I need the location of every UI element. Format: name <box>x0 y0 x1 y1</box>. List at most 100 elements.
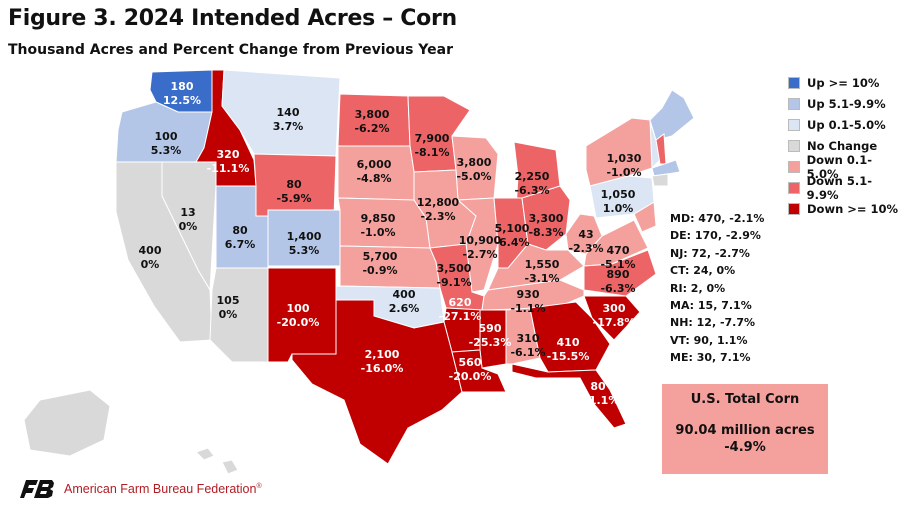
state-tx <box>291 299 463 465</box>
state-change-label: -1.0% <box>360 226 395 239</box>
state-change-label: -27.1% <box>439 310 482 323</box>
state-acres-label: 1,030 <box>607 152 642 165</box>
legend-item: Up >= 10% <box>788 72 900 93</box>
legend-label: Up >= 10% <box>807 75 880 90</box>
map-subtitle: Thousand Acres and Percent Change from P… <box>8 42 453 58</box>
state-change-label: -6.2% <box>354 122 389 135</box>
legend: Up >= 10% Up 5.1-9.9% Up 0.1-5.0% No Change… <box>788 72 900 219</box>
state-change-label: 12.5% <box>163 94 201 107</box>
state-change-label: -11.1% <box>207 162 250 175</box>
small-state-entry: DE: 170, -2.9% <box>670 229 761 243</box>
legend-label: Down 0.1-5.0% <box>806 152 872 181</box>
small-state-entry: NJ: 72, -2.7% <box>670 246 750 260</box>
legend-swatch <box>788 118 800 131</box>
state-change-label: -2.7% <box>462 248 497 261</box>
state-change-label: -4.8% <box>356 172 391 185</box>
state-change-label: -3.1% <box>524 272 559 285</box>
state-change-label: 5.3% <box>289 244 320 257</box>
state-change-label: -6.3% <box>600 282 635 295</box>
state-acres-label: 620 <box>449 296 472 309</box>
state-acres-label: 3,500 <box>437 262 472 275</box>
state-acres-label: 3,300 <box>529 212 564 225</box>
state-change-label: 6.7% <box>225 238 256 251</box>
state-acres-label: 13 <box>180 206 195 219</box>
state-acres-label: 80 <box>286 178 302 191</box>
state-la <box>451 349 507 393</box>
small-state-entry: NH: 12, -7.7% <box>670 316 756 330</box>
small-states-list: MD: 470, -2.1% DE: 170, -2.9% NJ: 72, -2.7… <box>670 210 764 367</box>
alaska-shape <box>23 389 111 457</box>
state-acres-label: 1,400 <box>287 230 322 243</box>
legend-label: Up 5.1-9.9% <box>807 96 886 111</box>
state-change-label: -2.3% <box>420 210 455 223</box>
state-change-label: -17.8% <box>593 316 636 329</box>
state-change-label: 1.0% <box>603 202 634 215</box>
state-acres-label: 5,100 <box>495 222 530 235</box>
legend-item: Down >= 10% <box>788 198 900 219</box>
state-al <box>505 307 541 365</box>
state-acres-label: 410 <box>557 336 580 349</box>
state-change-label: -1.0% <box>606 166 641 179</box>
state-acres-label: 470 <box>607 244 630 257</box>
legend-label: Up 0.1-5.0% <box>807 117 886 132</box>
state-acres-label: 930 <box>517 288 540 301</box>
state-change-label: 3.7% <box>273 120 304 133</box>
state-acres-label: 1,550 <box>525 258 560 271</box>
state-acres-label: 105 <box>217 294 240 307</box>
state-change-label: -8.1% <box>414 146 449 159</box>
state-acres-label: 560 <box>459 356 482 369</box>
state-change-label: 0% <box>179 220 198 233</box>
state-acres-label: 100 <box>287 302 310 315</box>
us-total-value: 90.04 million acres <box>675 423 815 438</box>
state-acres-label: 9,850 <box>361 212 396 225</box>
state-acres-label: 5,700 <box>363 250 398 263</box>
state-change-label: -5.0% <box>456 170 491 183</box>
state-change-label: -5.1% <box>600 258 635 271</box>
us-total-title: U.S. Total Corn <box>690 392 800 407</box>
footer-org-name: American Farm Bureau Federation® <box>64 482 262 496</box>
state-acres-label: 890 <box>607 268 630 281</box>
hawaii-shape <box>195 447 215 461</box>
legend-label: Down >= 10% <box>807 201 899 216</box>
afbf-logo-icon <box>20 480 54 498</box>
state-change-label: 5.3% <box>151 144 182 157</box>
legend-swatch <box>788 97 800 110</box>
state-acres-label: 3,800 <box>355 108 390 121</box>
state-change-label: -25.3% <box>469 336 512 349</box>
state-acres-label: 80 <box>232 224 248 237</box>
state-acres-label: 7,900 <box>415 132 450 145</box>
state-change-label: 0% <box>141 258 160 271</box>
state-change-label: 0% <box>219 308 238 321</box>
state-acres-label: 140 <box>277 106 300 119</box>
legend-swatch <box>788 76 800 89</box>
state-acres-label: 310 <box>517 332 540 345</box>
legend-swatch <box>788 181 800 194</box>
state-acres-label: 2,250 <box>515 170 550 183</box>
state-change-label: -6.4% <box>494 236 529 249</box>
legend-item: Down 0.1-5.0% <box>788 153 900 181</box>
state-pa <box>589 175 655 219</box>
connecticut-shape <box>651 173 669 187</box>
legend-swatch <box>788 202 800 215</box>
state-change-label: -11.1% <box>577 394 620 407</box>
footer: American Farm Bureau Federation® <box>20 478 262 500</box>
small-state-entry: VT: 90, 1.1% <box>670 333 748 347</box>
state-acres-label: 320 <box>217 148 240 161</box>
state-acres-label: 180 <box>171 80 194 93</box>
state-change-label: -2.3% <box>568 242 603 255</box>
state-ms <box>479 309 507 369</box>
legend-item: Up 5.1-9.9% <box>788 93 900 114</box>
hawaii-shape <box>221 459 239 475</box>
state-change-label: -15.5% <box>547 350 590 363</box>
state-change-label: -16.0% <box>361 362 404 375</box>
legend-item: Down 5.1-9.9% <box>788 174 900 202</box>
state-acres-label: 3,800 <box>457 156 492 169</box>
state-acres-label: 2,100 <box>365 348 400 361</box>
state-acres-label: 400 <box>393 288 416 301</box>
state-change-label: -8.3% <box>528 226 563 239</box>
state-acres-label: 12,800 <box>417 196 460 209</box>
state-change-label: -5.9% <box>276 192 311 205</box>
state-change-label: -6.1% <box>510 346 545 359</box>
legend-label: Down 5.1-9.9% <box>806 173 872 202</box>
